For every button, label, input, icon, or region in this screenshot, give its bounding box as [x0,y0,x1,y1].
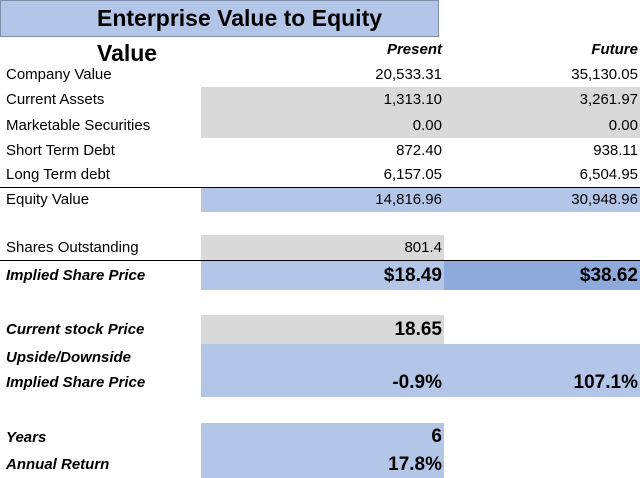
future-cell[interactable]: 938.11 [593,142,638,159]
upside-future[interactable]: 107.1% [444,344,640,397]
shares-label: Shares Outstanding [6,239,139,256]
row-label: Short Term Debt [6,142,115,159]
current-price-value[interactable]: 18.65 [201,315,444,344]
current-price-label: Current stock Price [6,321,145,338]
future-cell[interactable]: 0.00 [444,113,640,138]
annual-return-label: Annual Return [6,456,110,473]
table-row: Current Assets 1,313.10 3,261.97 [0,87,640,113]
total-divider [0,187,640,188]
years-value[interactable]: 6 [201,423,444,451]
present-cell[interactable]: 20,533.31 [375,66,442,83]
table-row: Equity Value 14,816.96 30,948.96 [0,188,640,212]
present-header: Present [386,41,442,58]
sheet-title: Enterprise Value to Equity Value [0,0,439,66]
future-cell[interactable]: 3,261.97 [444,87,640,113]
header-row: Present Future [0,38,640,61]
future-cell[interactable]: 6,504.95 [579,166,638,183]
future-cell[interactable]: 30,948.96 [444,188,640,212]
implied-divider [0,260,640,261]
present-cell[interactable]: 1,313.10 [201,87,444,113]
upside-sublabel: Implied Share Price [6,374,146,391]
annual-return-row: Annual Return 17.8% [0,451,640,478]
present-cell[interactable]: 872.40 [396,142,442,159]
row-label: Equity Value [6,191,90,208]
row-label: Marketable Securities [6,117,151,134]
years-row: Years 6 [0,423,640,451]
upside-label: Upside/Downside [6,349,132,366]
row-label: Long Term debt [6,166,110,183]
table-row: Long Term debt 6,157.05 6,504.95 [0,163,640,187]
implied-price-future[interactable]: $38.62 [444,261,640,290]
present-cell[interactable]: 14,816.96 [201,188,444,212]
current-price-row: Current stock Price 18.65 [0,315,640,344]
future-header: Future [591,41,638,58]
present-cell[interactable]: 6,157.05 [383,166,442,183]
implied-price-row: Implied Share Price $18.49 $38.62 [0,261,640,290]
implied-price-label: Implied Share Price [6,267,146,284]
table-row: Short Term Debt 872.40 938.11 [0,138,640,163]
future-cell[interactable]: 35,130.05 [571,66,638,83]
implied-price-present[interactable]: $18.49 [201,261,444,290]
table-row: Company Value 20,533.31 35,130.05 [0,62,640,87]
shares-row: Shares Outstanding 801.4 [0,235,640,260]
annual-return-value[interactable]: 17.8% [201,451,444,478]
row-label: Company Value [6,66,112,83]
years-label: Years [6,429,47,446]
upside-present[interactable]: -0.9% [201,344,444,397]
table-row: Marketable Securities 0.00 0.00 [0,113,640,138]
present-cell[interactable]: 0.00 [201,113,444,138]
upside-row: Upside/Downside Implied Share Price -0.9… [0,344,640,397]
row-label: Current Assets [6,91,105,108]
shares-value[interactable]: 801.4 [201,235,444,260]
